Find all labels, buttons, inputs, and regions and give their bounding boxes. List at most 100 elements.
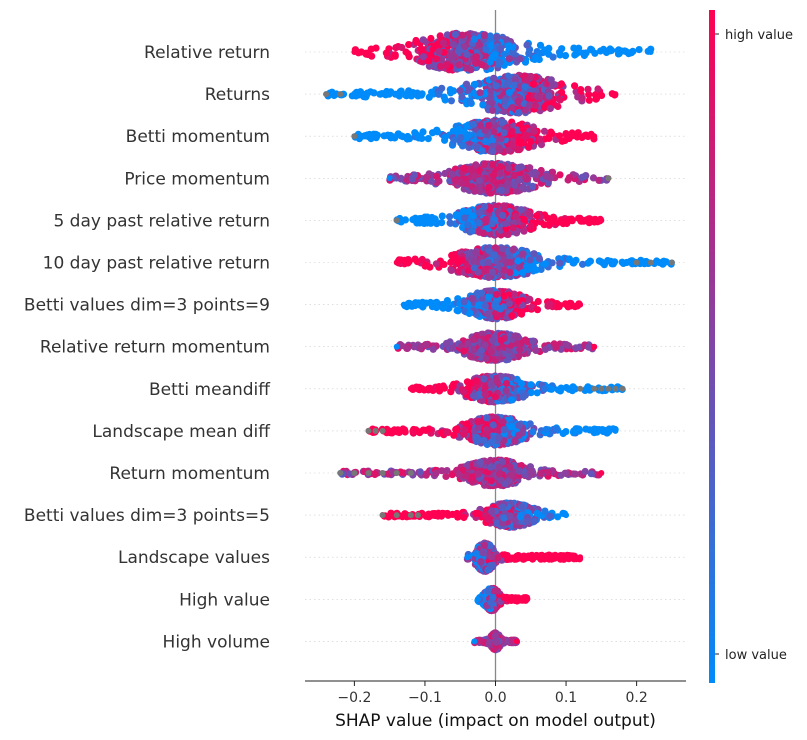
swarm-point: [466, 309, 474, 317]
swarm-point: [534, 297, 542, 306]
missing-point: [668, 259, 675, 266]
swarm-point: [378, 90, 386, 98]
feature-swarm: [400, 286, 584, 323]
swarm-point: [509, 246, 517, 254]
swarm-point: [464, 221, 472, 229]
swarm-point: [446, 86, 454, 94]
swarm-point: [536, 135, 544, 143]
swarm-point: [517, 206, 525, 214]
swarm-point: [448, 344, 457, 352]
feature-label: High value: [179, 590, 270, 610]
swarm-point: [542, 172, 550, 180]
swarm-point: [517, 163, 526, 171]
swarm-point: [382, 49, 390, 57]
swarm-point: [521, 106, 530, 114]
swarm-point: [400, 301, 407, 308]
feature-swarm: [393, 201, 605, 239]
swarm-point: [488, 220, 496, 228]
swarm-point: [567, 215, 576, 223]
swarm-point: [565, 174, 574, 182]
feature-label: High volume: [163, 632, 270, 652]
swarm-point: [531, 101, 540, 110]
feature-swarm: [351, 29, 655, 74]
swarm-point: [471, 80, 479, 88]
swarm-point: [438, 84, 446, 92]
swarm-point: [451, 255, 459, 263]
swarm-point: [470, 35, 478, 43]
swarm-point: [545, 134, 553, 142]
swarm-point: [484, 258, 492, 266]
swarm-point: [586, 257, 594, 265]
swarm-point: [505, 88, 513, 96]
swarm-point: [403, 344, 411, 352]
swarm-point: [411, 129, 419, 137]
swarm-point: [514, 97, 522, 105]
swarm-point: [460, 388, 468, 396]
swarm-point: [460, 164, 468, 172]
swarm-point: [462, 80, 471, 88]
swarm-point: [481, 203, 489, 211]
swarm-point: [482, 354, 490, 362]
swarm-point: [529, 80, 537, 88]
swarm-point: [527, 381, 535, 389]
swarm-point: [561, 136, 569, 145]
swarm-point: [508, 104, 516, 112]
swarm-point: [352, 92, 360, 100]
swarm-point: [612, 91, 619, 98]
swarm-point: [433, 172, 441, 180]
missing-point: [605, 385, 612, 392]
swarm-point: [472, 249, 480, 257]
swarm-point: [442, 61, 450, 69]
swarm-point: [552, 343, 560, 351]
swarm-point: [517, 309, 526, 317]
swarm-point: [449, 380, 458, 388]
swarm-point: [460, 298, 468, 306]
swarm-points: [323, 29, 675, 654]
swarm-point: [520, 100, 528, 108]
swarm-point: [508, 127, 516, 135]
swarm-point: [463, 50, 471, 59]
swarm-point: [489, 161, 497, 169]
swarm-point: [425, 57, 433, 65]
swarm-point: [457, 133, 465, 141]
swarm-point: [605, 46, 614, 54]
swarm-point: [499, 245, 507, 253]
swarm-point: [452, 211, 460, 219]
swarm-point: [426, 51, 434, 59]
swarm-point: [401, 216, 409, 224]
swarm-point: [479, 101, 487, 109]
swarm-point: [594, 85, 602, 93]
swarm-point: [447, 266, 455, 274]
swarm-point: [448, 170, 456, 178]
swarm-point: [455, 61, 463, 69]
swarm-point: [439, 39, 448, 47]
missing-point: [577, 385, 584, 392]
swarm-point: [505, 55, 513, 63]
swarm-point: [496, 169, 504, 177]
swarm-point: [527, 72, 535, 81]
swarm-point: [540, 127, 549, 135]
swarm-point: [525, 49, 533, 58]
swarm-point: [511, 332, 519, 340]
swarm-point: [485, 183, 493, 191]
swarm-point: [526, 164, 534, 172]
missing-point: [337, 91, 344, 98]
swarm-point: [520, 227, 528, 235]
swarm-point: [501, 97, 509, 105]
swarm-point: [519, 269, 527, 277]
feature-label: Landscape values: [118, 548, 270, 568]
swarm-point: [385, 90, 393, 98]
swarm-point: [419, 298, 427, 306]
swarm-point: [571, 82, 579, 90]
swarm-point: [410, 171, 418, 179]
swarm-point: [647, 49, 654, 55]
swarm-point: [585, 96, 593, 104]
feature-swarm: [365, 413, 619, 449]
swarm-point: [440, 384, 448, 392]
swarm-point: [592, 95, 601, 103]
swarm-point: [492, 82, 500, 90]
swarm-point: [431, 215, 439, 223]
swarm-point: [541, 345, 550, 353]
